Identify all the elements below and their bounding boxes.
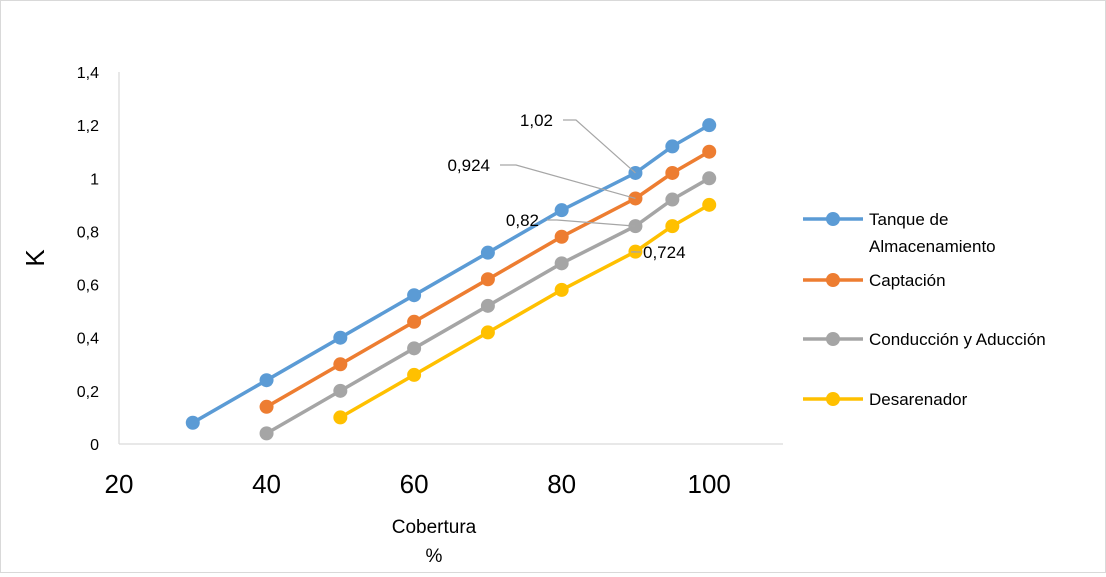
series-2	[260, 171, 717, 440]
y-tick-label: 0,2	[77, 384, 99, 401]
data-label: 0,82	[506, 211, 636, 230]
data-point	[407, 315, 421, 329]
x-tick-labels: 20 40 60 80 100	[105, 469, 731, 499]
data-point	[333, 331, 347, 345]
data-label: 0,924	[447, 156, 635, 198]
y-tick-label: 0,6	[77, 278, 99, 295]
data-point	[665, 193, 679, 207]
series-line	[340, 205, 709, 418]
data-point	[702, 171, 716, 185]
data-point	[665, 139, 679, 153]
legend-swatch-marker	[826, 332, 840, 346]
data-point	[702, 198, 716, 212]
legend-swatch-marker	[826, 212, 840, 226]
data-label-text: 0,724	[643, 243, 686, 262]
y-tick-label: 1,4	[77, 65, 99, 82]
data-point	[333, 357, 347, 371]
data-point	[481, 325, 495, 339]
x-axis-label: Cobertura	[392, 517, 477, 538]
legend-swatch-marker	[826, 392, 840, 406]
data-point	[407, 341, 421, 355]
legend-label: Almacenamiento	[869, 237, 996, 256]
legend-label: Desarenador	[869, 390, 968, 409]
data-point	[555, 283, 569, 297]
x-tick-label: 20	[105, 469, 134, 499]
data-point	[555, 203, 569, 217]
x-tick-label: 60	[400, 469, 429, 499]
data-label-text: 1,02	[520, 111, 553, 130]
data-point	[555, 230, 569, 244]
x-tick-label: 80	[547, 469, 576, 499]
data-label-text: 0,82	[506, 211, 539, 230]
x-tick-label: 40	[252, 469, 281, 499]
x-tick-label: 100	[688, 469, 731, 499]
legend: Tanque de Almacenamiento Captación Conducci…	[803, 210, 1046, 409]
series-1	[260, 145, 717, 414]
legend-item: Tanque de Almacenamiento	[803, 210, 996, 256]
x-axis-unit-label: %	[426, 546, 443, 567]
legend-label: Tanque de	[869, 210, 948, 229]
data-point	[260, 373, 274, 387]
legend-label: Conducción y Aducción	[869, 330, 1046, 349]
leader-line	[563, 120, 635, 173]
data-label: 1,02	[520, 111, 636, 173]
legend-swatch-marker	[826, 273, 840, 287]
y-axis-label: K	[20, 249, 50, 267]
data-point	[407, 288, 421, 302]
data-label-text: 0,924	[447, 156, 490, 175]
y-tick-label: 0,8	[77, 224, 99, 241]
data-point	[481, 246, 495, 260]
data-point	[665, 219, 679, 233]
data-point	[665, 166, 679, 180]
y-tick-labels: 0 0,2 0,4 0,6 0,8 1 1,2 1,4	[77, 65, 99, 454]
data-point	[702, 145, 716, 159]
legend-item: Captación	[803, 271, 946, 290]
data-point	[333, 384, 347, 398]
y-tick-label: 0	[90, 437, 99, 454]
y-tick-label: 1	[90, 171, 99, 188]
data-point	[481, 299, 495, 313]
y-tick-label: 0,4	[77, 331, 99, 348]
data-point	[555, 256, 569, 270]
data-point	[260, 400, 274, 414]
data-point	[260, 426, 274, 440]
legend-item: Desarenador	[803, 390, 968, 409]
legend-item: Conducción y Aducción	[803, 330, 1046, 349]
data-point	[186, 416, 200, 430]
y-tick-label: 1,2	[77, 118, 99, 135]
data-point	[407, 368, 421, 382]
legend-label: Captación	[869, 271, 946, 290]
data-point	[333, 410, 347, 424]
data-point	[481, 272, 495, 286]
data-point	[702, 118, 716, 132]
